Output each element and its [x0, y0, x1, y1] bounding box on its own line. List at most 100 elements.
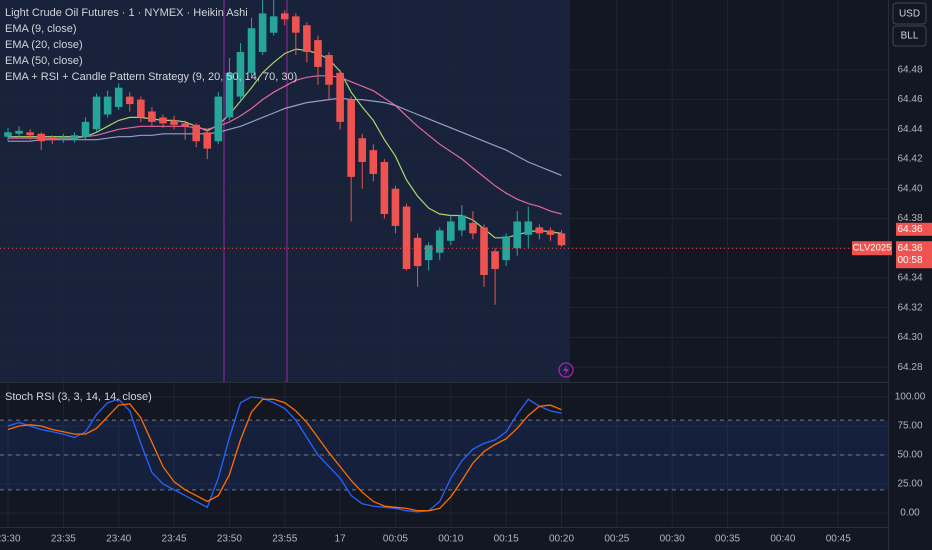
x-tick-label: 17 — [335, 534, 347, 545]
candle-body — [159, 117, 167, 124]
legend-entry: EMA (9, close) — [5, 23, 77, 35]
line-series — [8, 75, 562, 215]
candle-body — [491, 251, 499, 270]
currency-button-label[interactable]: USD — [899, 9, 920, 20]
candle-body — [81, 121, 90, 137]
x-tick-label: 00:45 — [826, 534, 851, 545]
x-tick-label: 00:40 — [770, 534, 795, 545]
candle-body — [325, 54, 333, 85]
candle-body — [546, 230, 555, 235]
y-tick-label: 64.30 — [897, 332, 922, 343]
x-tick-label: 00:15 — [494, 534, 519, 545]
x-tick-label: 00:10 — [438, 534, 463, 545]
candle-body — [236, 52, 245, 97]
candle-body — [314, 40, 322, 67]
x-tick-label: 23:40 — [106, 534, 131, 545]
y-tick-label: 25.00 — [897, 479, 922, 490]
line-series — [8, 48, 562, 239]
candle-body — [413, 237, 422, 267]
candle-body — [336, 72, 344, 122]
candle-body — [380, 162, 389, 215]
y-tick-label: 64.48 — [897, 65, 922, 76]
candle-body — [258, 13, 267, 53]
x-tick-label: 23:55 — [272, 534, 297, 545]
candle-body — [59, 138, 68, 140]
candle-body — [192, 124, 200, 142]
marks — [0, 0, 888, 513]
candle-body — [369, 150, 378, 174]
line-series — [8, 97, 562, 176]
candle-body — [26, 132, 34, 136]
currency-button[interactable] — [892, 2, 927, 25]
x-tick-label: 23:50 — [217, 534, 242, 545]
axes: 23:30 23:35 23:40 23:45 23:50 23:55 17 00:05 00:… — [0, 65, 932, 545]
pane-title: Stoch RSI (3, 3, 14, 14, close) — [5, 391, 152, 403]
candle-body — [103, 96, 112, 115]
candle-body — [148, 111, 156, 122]
y-tick-label: 75.00 — [897, 421, 922, 432]
grid — [0, 0, 888, 527]
x-tick-label: 00:05 — [383, 534, 408, 545]
candle-body — [214, 96, 223, 142]
candle-body — [447, 221, 455, 241]
candle-body — [391, 188, 400, 226]
y-tick-label: 64.32 — [897, 302, 922, 313]
y-tick-label: 100.00 — [895, 392, 926, 403]
y-tick-label: 64.28 — [897, 362, 922, 373]
y-tick-label: 50.00 — [897, 450, 922, 461]
candle-body — [535, 227, 544, 234]
y-tick-label: 64.44 — [897, 124, 922, 135]
y-tick-label: 64.38 — [897, 213, 922, 224]
candle-body — [557, 233, 566, 246]
candle-body — [137, 99, 145, 118]
candle-body — [524, 221, 533, 235]
unit-button[interactable] — [892, 25, 927, 47]
x-tick-label: 23:35 — [51, 534, 76, 545]
last-price-tag — [896, 241, 932, 269]
x-tick-label: 00:35 — [715, 534, 740, 545]
candle-body — [70, 135, 79, 140]
symbol-tag — [852, 241, 892, 256]
y-tick-label: 64.34 — [897, 273, 922, 284]
alert-icon-bolt — [563, 365, 569, 375]
candle-body — [424, 245, 433, 261]
y-tick-label: 0.00 — [900, 508, 920, 519]
y-tick-label: 64.46 — [897, 94, 922, 105]
x-tick-label: 00:20 — [549, 534, 574, 545]
strategy-price-label: 64.36 — [897, 224, 922, 235]
strategy-price-tag — [896, 222, 932, 236]
candle-body — [269, 16, 278, 33]
strategy-label: EMA + RSI + Candle Pattern Strategy (9, … — [5, 71, 297, 83]
unit-button-label[interactable]: BLL — [901, 31, 919, 42]
candle-body — [458, 215, 466, 231]
countdown-label: 00:58 — [897, 255, 922, 266]
symbol-tag-label: CLV2025 — [853, 243, 892, 254]
legend-entry: EMA (20, close) — [5, 39, 83, 51]
candle-body — [170, 120, 178, 125]
x-tick-label: 00:30 — [660, 534, 685, 545]
candle-body — [225, 72, 234, 118]
candle-body — [303, 25, 311, 53]
candle-body — [435, 230, 444, 253]
candle-body — [280, 13, 289, 20]
candle-body — [92, 96, 101, 130]
candle-body — [358, 138, 367, 163]
candle-body — [469, 222, 477, 234]
legend-entry: EMA (50, close) — [5, 55, 83, 67]
candle-body — [181, 123, 189, 127]
candle-body — [203, 132, 212, 149]
x-tick-label: 23:45 — [162, 534, 187, 545]
bands — [0, 419, 888, 491]
candle-body — [292, 16, 300, 33]
candle-body — [114, 87, 123, 108]
candle-body — [402, 206, 411, 270]
line-series — [7, 396, 562, 513]
candle-body — [513, 221, 522, 249]
alert-icon[interactable] — [558, 362, 574, 378]
y-tick-label: 64.42 — [897, 154, 922, 165]
candle-body — [125, 96, 134, 105]
candle-body — [48, 138, 57, 140]
candle-body — [502, 236, 510, 261]
candle-body — [37, 133, 46, 142]
